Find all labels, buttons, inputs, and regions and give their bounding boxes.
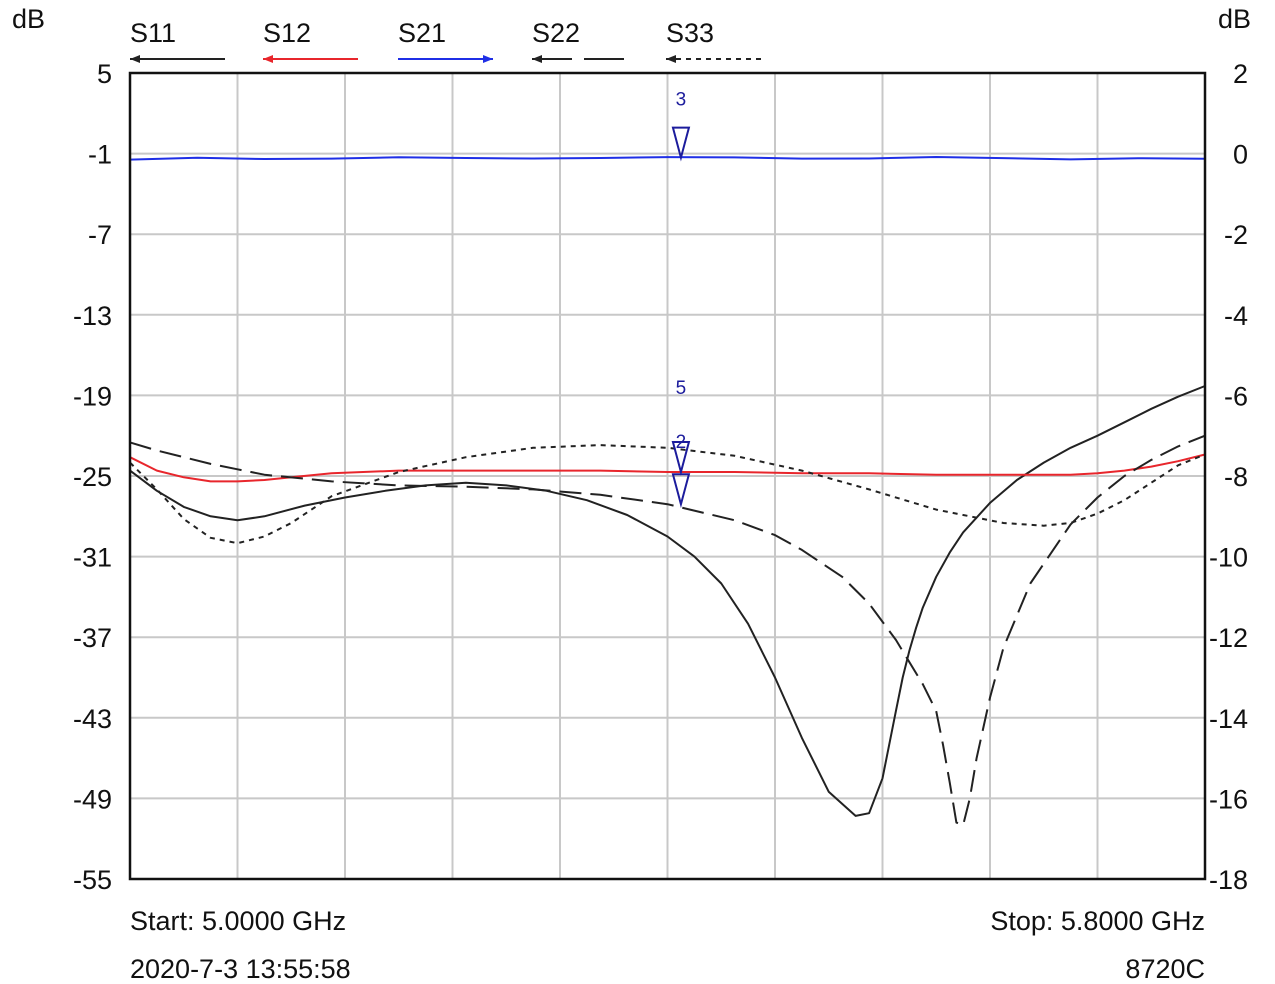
legend-arrow-s33 (666, 55, 676, 63)
right-tick-label: -2 (1224, 220, 1248, 250)
legend-label-s33: S33 (666, 18, 714, 48)
left-tick-label: -7 (88, 220, 112, 250)
marker-2-label: 2 (676, 432, 687, 453)
left-tick-label: -43 (73, 704, 112, 734)
left-tick-label: -19 (73, 381, 112, 411)
legend-arrow-s12 (263, 55, 273, 63)
left-axis-label: dB (12, 4, 45, 34)
right-tick-label: -10 (1209, 543, 1248, 573)
right-tick-label: -12 (1209, 623, 1248, 653)
left-tick-label: -55 (73, 865, 112, 895)
grid-lines (130, 73, 1205, 879)
legend-label-s12: S12 (263, 18, 311, 48)
instrument-model: 8720C (1125, 954, 1205, 984)
legend-label-s21: S21 (398, 18, 446, 48)
left-axis-ticks: 5 -1 -7 -13 -19 -25 -31 -37 -43 -49 -55 (73, 59, 112, 895)
right-tick-label: -8 (1224, 462, 1248, 492)
stop-frequency: Stop: 5.8000 GHz (990, 906, 1205, 936)
left-tick-label: -1 (88, 140, 112, 170)
right-tick-label: -16 (1209, 784, 1248, 814)
legend-arrow-s11 (130, 55, 140, 63)
right-axis-label: dB (1218, 4, 1251, 34)
right-tick-label: 0 (1233, 140, 1248, 170)
right-tick-label: -18 (1209, 865, 1248, 895)
right-tick-label: -14 (1209, 704, 1248, 734)
start-frequency: Start: 5.0000 GHz (130, 906, 346, 936)
left-tick-label: 5 (97, 59, 112, 89)
left-tick-label: -25 (73, 462, 112, 492)
legend-label-s11: S11 (130, 18, 176, 48)
right-axis-ticks: 2 0 -2 -4 -6 -8 -10 -12 -14 -16 -18 (1209, 59, 1248, 895)
left-tick-label: -31 (73, 543, 112, 573)
left-tick-label: -37 (73, 623, 112, 653)
right-tick-label: -4 (1224, 301, 1248, 331)
timestamp: 2020-7-3 13:55:58 (130, 954, 351, 984)
legend-label-s22: S22 (532, 18, 580, 48)
marker-2-triangle (673, 474, 689, 504)
marker-layer: 3 5 2 (673, 90, 689, 505)
marker-5-label: 5 (676, 378, 687, 399)
right-tick-label: -6 (1224, 381, 1248, 411)
right-tick-label: 2 (1233, 59, 1248, 89)
left-tick-label: -13 (73, 301, 112, 331)
legend-arrow-s21 (483, 55, 493, 63)
left-tick-label: -49 (73, 784, 112, 814)
legend: S11 S12 S21 S22 S33 (130, 18, 761, 63)
legend-arrow-s22 (532, 55, 542, 63)
marker-3-label: 3 (676, 90, 687, 111)
